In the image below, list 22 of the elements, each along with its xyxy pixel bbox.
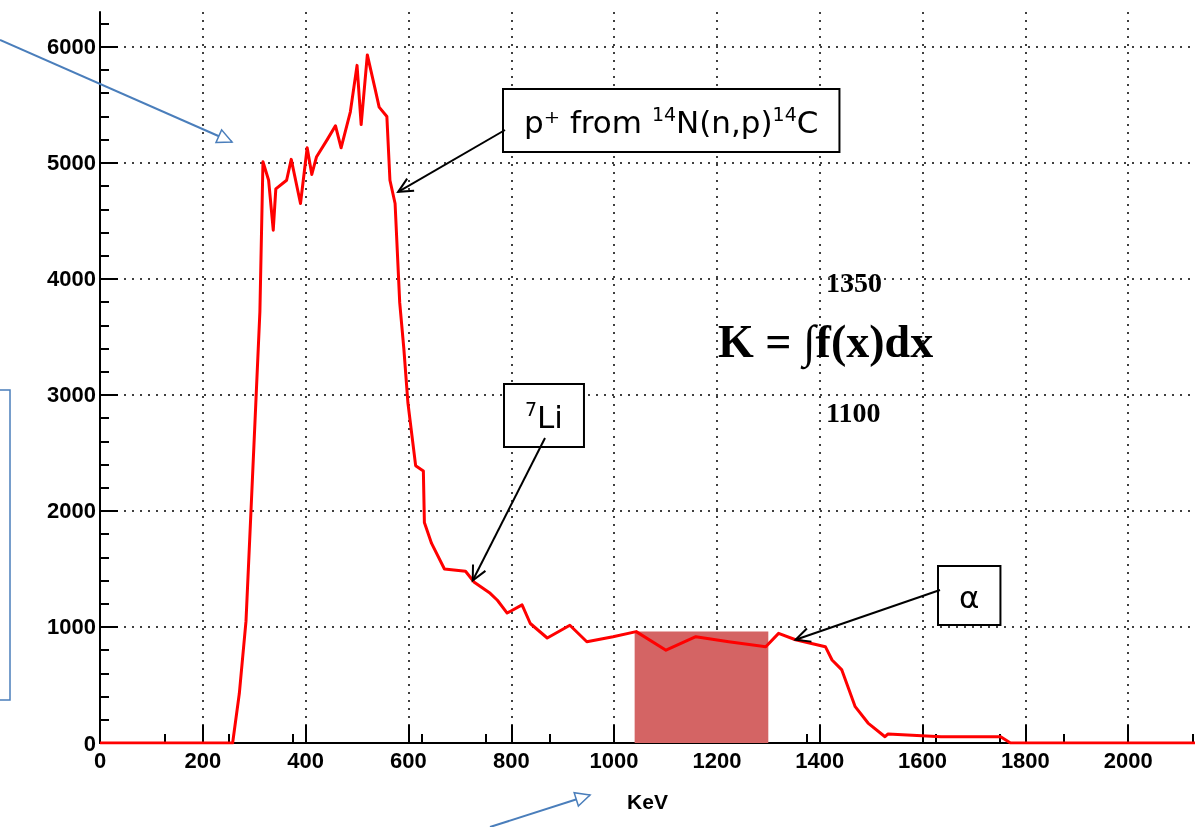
y-tick-label: 3000 bbox=[47, 382, 96, 408]
x-tick-label: 1400 bbox=[795, 747, 845, 773]
x-tick-label: 1200 bbox=[692, 747, 742, 773]
x-tick-label: 1600 bbox=[898, 747, 948, 773]
x-tick-label: 1800 bbox=[1000, 747, 1050, 773]
x-tick-label: 600 bbox=[390, 747, 427, 773]
y-tick-label: 5000 bbox=[47, 150, 96, 176]
y-tick-label: 4000 bbox=[47, 266, 96, 292]
annotation: α bbox=[959, 578, 980, 615]
annotation: K = ∫f(x)dx bbox=[718, 315, 934, 370]
y-tick-label: 1000 bbox=[47, 614, 96, 640]
x-tick-label: 200 bbox=[184, 747, 222, 773]
y-tick-label: 0 bbox=[83, 730, 96, 756]
y-tick-label: 2000 bbox=[47, 498, 96, 524]
x-axis-title: KeV bbox=[627, 790, 668, 813]
x-tick-label: 1000 bbox=[589, 747, 639, 773]
x-tick-label: 400 bbox=[287, 747, 324, 773]
y-tick-label: 6000 bbox=[47, 34, 96, 60]
x-tick-label: 800 bbox=[492, 747, 530, 773]
annotation: 1350 bbox=[826, 266, 882, 298]
x-tick-label: 2000 bbox=[1103, 747, 1153, 773]
annotation: 1100 bbox=[826, 396, 881, 428]
